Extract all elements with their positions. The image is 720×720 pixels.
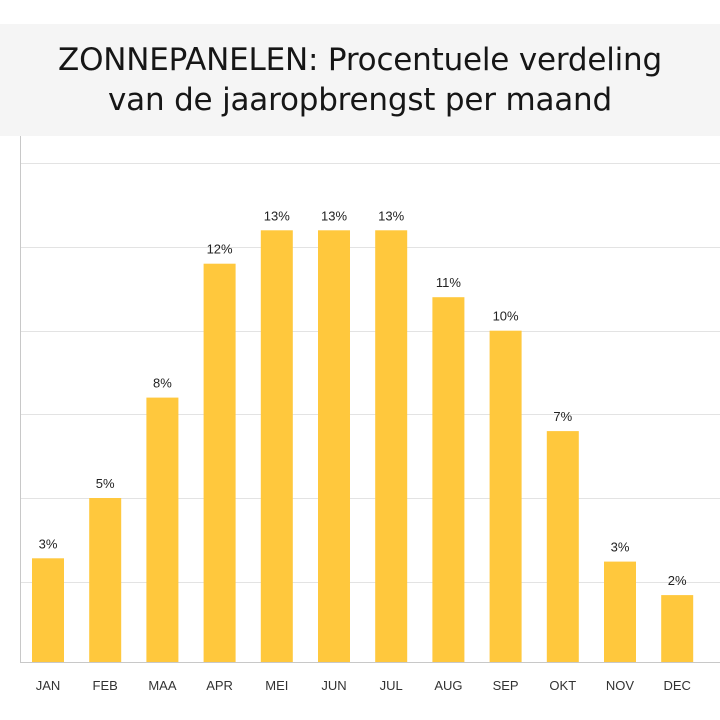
bar-maa bbox=[146, 397, 179, 662]
bar-okt bbox=[546, 431, 579, 662]
x-tick-feb: FEB bbox=[93, 678, 118, 693]
bar-nov bbox=[604, 561, 636, 662]
bar-dec bbox=[661, 595, 694, 662]
x-tick-labels: JAN FEB MAA APR MEI JUN JUL AUG SEP OKT NOV DEC bbox=[36, 678, 691, 693]
bars bbox=[32, 230, 694, 663]
bar-aug bbox=[432, 297, 465, 662]
bar-apr bbox=[203, 263, 236, 662]
x-tick-jan: JAN bbox=[36, 678, 61, 693]
bar-mei bbox=[260, 230, 293, 663]
x-tick-maa: MAA bbox=[148, 678, 177, 693]
chart-title-line-1: ZONNEPANELEN: Procentuele verdeling bbox=[58, 42, 662, 78]
bar-jan bbox=[32, 558, 64, 662]
value-label-dec: 2% bbox=[668, 573, 687, 588]
bar-feb bbox=[89, 498, 122, 662]
chart-title-line-2: van de jaaropbrengst per maand bbox=[108, 82, 612, 118]
x-tick-dec: DEC bbox=[663, 678, 690, 693]
x-tick-okt: OKT bbox=[549, 678, 576, 693]
gridlines bbox=[20, 163, 720, 583]
value-label-nov: 3% bbox=[611, 540, 630, 555]
bar-sep bbox=[489, 330, 522, 662]
value-label-jul: 13% bbox=[378, 208, 404, 223]
bar-jun bbox=[318, 230, 350, 663]
x-tick-apr: APR bbox=[206, 678, 233, 693]
value-label-aug: 11% bbox=[436, 275, 461, 290]
value-label-mei: 13% bbox=[264, 208, 290, 223]
value-labels: 3% 5% 8% 12% 13% 13% 13% 11% 10% 7% 3% 2% bbox=[39, 208, 687, 588]
x-tick-sep: SEP bbox=[493, 678, 519, 693]
x-tick-jul: JUL bbox=[380, 678, 403, 693]
value-label-okt: 7% bbox=[553, 409, 572, 424]
value-label-sep: 10% bbox=[493, 309, 519, 324]
value-label-feb: 5% bbox=[96, 476, 115, 491]
x-tick-jun: JUN bbox=[321, 678, 346, 693]
value-label-jan: 3% bbox=[39, 536, 58, 551]
x-tick-aug: AUG bbox=[434, 678, 462, 693]
x-tick-mei: MEI bbox=[265, 678, 288, 693]
title-band: ZONNEPANELEN: Procentuele verdeling van … bbox=[0, 24, 720, 136]
value-label-maa: 8% bbox=[153, 376, 172, 391]
value-label-apr: 12% bbox=[207, 242, 233, 257]
bar-jul bbox=[375, 230, 408, 663]
x-tick-nov: NOV bbox=[606, 678, 635, 693]
value-label-jun: 13% bbox=[321, 208, 347, 223]
